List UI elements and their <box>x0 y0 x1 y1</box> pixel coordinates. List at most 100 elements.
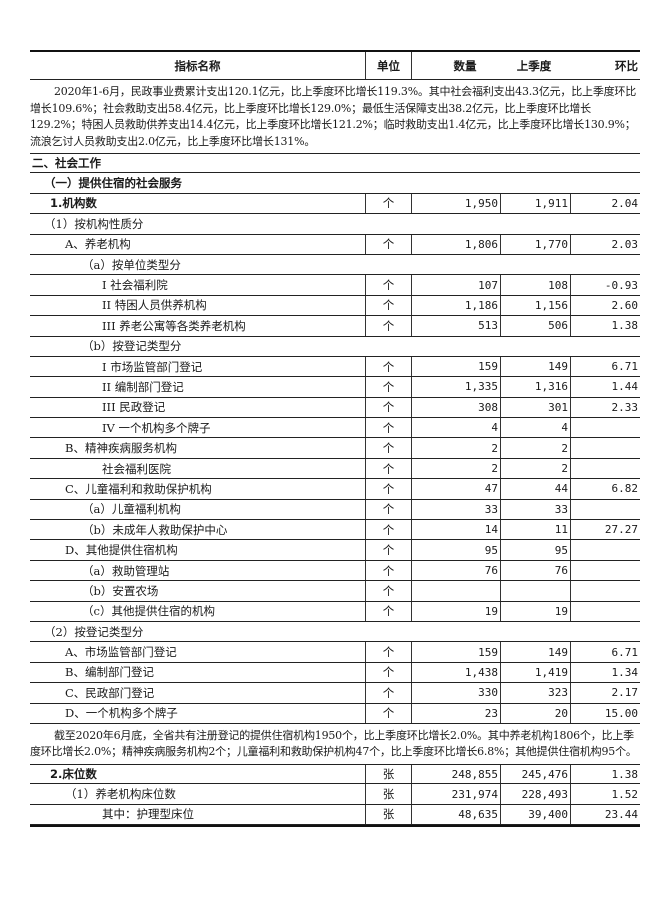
row-label: II 编制部门登记 <box>102 379 184 394</box>
row-prev: 245,476 <box>500 764 570 784</box>
row-unit: 个 <box>365 683 411 703</box>
row-label: C、民政部门登记 <box>65 685 155 700</box>
header-unit: 单位 <box>365 52 411 79</box>
row-unit: 个 <box>365 356 411 377</box>
row-prev: 1,419 <box>500 662 570 683</box>
row-ratio: 6.71 <box>570 356 640 377</box>
row-ratio: 1.38 <box>570 316 640 336</box>
section-heading-row: （b）按登记类型分 <box>30 337 640 357</box>
rows-section-1: 二、社会工作 （一）提供住宿的社会服务 1.机构数个 1,950 1,911 2.04 （1… <box>30 153 640 724</box>
row-qty: 48,635 <box>411 804 500 825</box>
row-ratio: 1.38 <box>570 764 640 784</box>
row-unit: 个 <box>365 295 411 316</box>
table-row: D、一个机构多个牌子 个 23 20 15.00 <box>30 703 640 724</box>
table-row: A、养老机构 个 1,806 1,770 2.03 <box>30 234 640 255</box>
row-ratio: 6.71 <box>570 642 640 662</box>
row-label: D、一个机构多个牌子 <box>65 706 178 721</box>
row-unit: 个 <box>365 479 411 499</box>
row-label: IV 一个机构多个牌子 <box>102 420 211 435</box>
section-heading-row: （一）提供住宿的社会服务 <box>30 173 640 194</box>
row-qty: 4 <box>411 418 500 438</box>
table-row: （1）养老机构床位数 张 231,974 228,493 1.52 <box>30 784 640 805</box>
row-ratio: 2.04 <box>570 193 640 214</box>
row-unit: 个 <box>365 499 411 520</box>
row-prev: 1,156 <box>500 295 570 316</box>
row-qty: 1,186 <box>411 295 500 316</box>
intro-paragraph: 2020年1-6月，民政事业费累计支出120.1亿元，比上季度环比增长119.3… <box>30 85 637 148</box>
section-heading-row: （a）按单位类型分 <box>30 255 640 276</box>
row-unit: 个 <box>365 581 411 601</box>
row-prev: 149 <box>500 356 570 377</box>
table-row: 其中：护理型床位 张 48,635 39,400 23.44 <box>30 804 640 826</box>
row-label: C、儿童福利和救助保护机构 <box>65 481 212 496</box>
section-heading-row: 二、社会工作 <box>30 153 640 174</box>
table-row: 2.床位数 张 248,855 245,476 1.38 <box>30 763 640 785</box>
row-qty: 1,335 <box>411 377 500 397</box>
row-label: I 社会福利院 <box>102 278 168 293</box>
table-row: B、编制部门登记 个 1,438 1,419 1.34 <box>30 662 640 684</box>
row-unit: 个 <box>365 662 411 683</box>
row-qty: 14 <box>411 520 500 540</box>
row-label: （a）按单位类型分 <box>82 257 181 272</box>
row-prev <box>500 581 570 601</box>
table-row: C、民政部门登记 个 330 323 2.17 <box>30 683 640 704</box>
table-row: 社会福利医院个 2 2 <box>30 458 640 480</box>
row-label: （2）按登记类型分 <box>44 624 144 639</box>
row-ratio: 2.17 <box>570 683 640 703</box>
row-qty: 330 <box>411 683 500 703</box>
row-unit: 个 <box>365 275 411 295</box>
header-name: 指标名称 <box>174 58 221 73</box>
row-prev: 95 <box>500 540 570 560</box>
row-label: （1）按机构性质分 <box>44 216 144 231</box>
table-row: III 民政登记 个 308 301 2.33 <box>30 397 640 419</box>
header-ratio: 环比 <box>615 58 638 73</box>
row-label: 二、社会工作 <box>32 156 101 171</box>
row-prev: 2 <box>500 438 570 458</box>
row-ratio: 23.44 <box>570 804 640 825</box>
row-label: （a）儿童福利机构 <box>82 502 181 517</box>
row-label: A、养老机构 <box>65 237 131 252</box>
row-label: 社会福利医院 <box>102 461 171 476</box>
row-ratio: -0.93 <box>570 275 640 295</box>
row-prev: 149 <box>500 642 570 662</box>
row-qty: 1,438 <box>411 662 500 683</box>
row-label: B、精神疾病服务机构 <box>65 441 177 456</box>
row-unit: 个 <box>365 458 411 479</box>
section-heading-row: （1）按机构性质分 <box>30 214 640 235</box>
table-row: II 特困人员供养机构 个 1,186 1,156 2.60 <box>30 295 640 317</box>
row-unit: 个 <box>365 397 411 418</box>
row-qty: 1,806 <box>411 234 500 254</box>
row-unit: 个 <box>365 642 411 662</box>
row-prev: 39,400 <box>500 804 570 825</box>
row-prev: 4 <box>500 418 570 438</box>
row-qty: 107 <box>411 275 500 295</box>
table-row: D、其他提供住宿机构个 95 95 <box>30 540 640 561</box>
row-qty: 159 <box>411 356 500 377</box>
row-label: 2.床位数 <box>50 767 97 782</box>
row-prev: 19 <box>500 601 570 621</box>
row-qty: 159 <box>411 642 500 662</box>
row-unit: 个 <box>365 601 411 621</box>
row-ratio <box>570 560 640 581</box>
row-qty: 231,974 <box>411 784 500 804</box>
row-label: （c）其他提供住宿的机构 <box>82 604 215 619</box>
row-qty: 248,855 <box>411 764 500 784</box>
section-heading-row: （2）按登记类型分 <box>30 622 640 643</box>
table-row: （a）救助管理站个 76 76 <box>30 560 640 582</box>
row-ratio: 1.34 <box>570 662 640 683</box>
table-row: （a）儿童福利机构个 33 33 <box>30 499 640 521</box>
row-ratio <box>570 418 640 438</box>
rows-section-2: 2.床位数张 248,855 245,476 1.38 （1）养老机构床位数张 231,9… <box>30 763 640 828</box>
row-prev: 301 <box>500 397 570 418</box>
row-unit: 个 <box>365 418 411 438</box>
row-label: （b）安置农场 <box>82 583 159 598</box>
row-ratio: 6.82 <box>570 479 640 499</box>
row-prev: 1,770 <box>500 234 570 254</box>
statistics-table: 指标名称 单位 数量 上季度 环比 2020年1-6月，民政事业费累计支出120… <box>30 50 640 828</box>
table-row: （b）未成年人救助保护中心 个 14 11 27.27 <box>30 520 640 541</box>
table-row: I 社会福利院 个 107 108 -0.93 <box>30 275 640 296</box>
row-ratio <box>570 540 640 560</box>
row-qty: 2 <box>411 438 500 458</box>
table-row: 1.机构数 个 1,950 1,911 2.04 <box>30 193 640 215</box>
row-qty: 33 <box>411 499 500 520</box>
